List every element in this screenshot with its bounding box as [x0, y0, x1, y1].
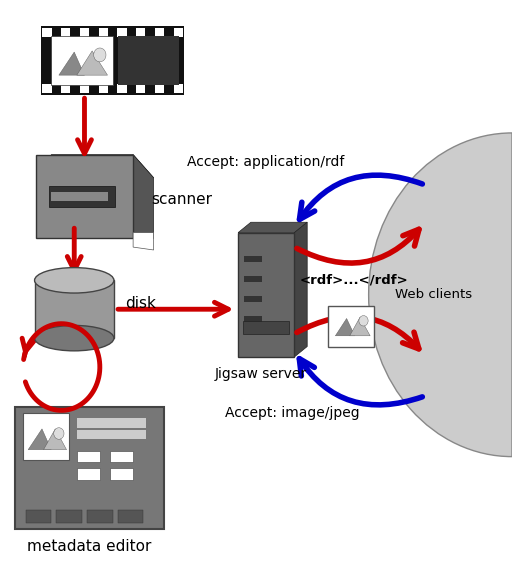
FancyBboxPatch shape — [61, 84, 71, 93]
Circle shape — [359, 316, 368, 326]
FancyBboxPatch shape — [36, 154, 133, 238]
Polygon shape — [133, 232, 154, 250]
Text: <rdf>...</rdf>: <rdf>...</rdf> — [300, 274, 408, 287]
FancyBboxPatch shape — [244, 296, 262, 302]
Text: Accept: application/rdf: Accept: application/rdf — [187, 155, 344, 169]
FancyBboxPatch shape — [118, 510, 143, 523]
FancyBboxPatch shape — [155, 84, 164, 93]
FancyBboxPatch shape — [23, 413, 69, 460]
Polygon shape — [77, 51, 108, 75]
Polygon shape — [51, 154, 154, 178]
FancyBboxPatch shape — [42, 28, 52, 37]
Polygon shape — [44, 429, 67, 450]
Text: metadata editor: metadata editor — [28, 539, 152, 554]
FancyBboxPatch shape — [49, 186, 115, 207]
FancyBboxPatch shape — [328, 306, 374, 347]
FancyBboxPatch shape — [51, 192, 108, 201]
Text: Accept: image/jpeg: Accept: image/jpeg — [225, 406, 360, 420]
FancyBboxPatch shape — [26, 510, 51, 523]
FancyBboxPatch shape — [61, 28, 71, 37]
Ellipse shape — [34, 325, 114, 351]
FancyBboxPatch shape — [15, 407, 164, 529]
Polygon shape — [28, 429, 51, 450]
Text: Web clients: Web clients — [395, 288, 472, 301]
FancyBboxPatch shape — [110, 451, 133, 462]
Text: scanner: scanner — [151, 192, 212, 207]
FancyBboxPatch shape — [77, 418, 146, 428]
FancyBboxPatch shape — [77, 468, 100, 480]
FancyBboxPatch shape — [42, 84, 52, 93]
FancyBboxPatch shape — [117, 84, 126, 93]
FancyBboxPatch shape — [80, 28, 89, 37]
FancyBboxPatch shape — [243, 321, 289, 334]
FancyBboxPatch shape — [77, 430, 146, 439]
FancyBboxPatch shape — [34, 280, 114, 338]
Polygon shape — [238, 222, 307, 232]
FancyBboxPatch shape — [99, 28, 108, 37]
FancyBboxPatch shape — [244, 316, 262, 322]
FancyBboxPatch shape — [244, 255, 262, 261]
FancyBboxPatch shape — [77, 451, 100, 462]
FancyBboxPatch shape — [174, 84, 183, 93]
Polygon shape — [335, 318, 355, 336]
FancyBboxPatch shape — [238, 232, 294, 357]
Polygon shape — [133, 154, 154, 238]
FancyBboxPatch shape — [51, 36, 113, 85]
Ellipse shape — [34, 268, 114, 293]
FancyBboxPatch shape — [155, 28, 164, 37]
FancyBboxPatch shape — [110, 468, 133, 480]
FancyBboxPatch shape — [136, 84, 145, 93]
FancyBboxPatch shape — [56, 510, 82, 523]
Text: Jigsaw server: Jigsaw server — [215, 368, 307, 381]
Polygon shape — [59, 52, 84, 75]
FancyBboxPatch shape — [41, 26, 184, 95]
Circle shape — [54, 428, 64, 439]
Polygon shape — [350, 317, 370, 336]
Text: disk: disk — [125, 296, 156, 311]
Circle shape — [94, 48, 106, 62]
FancyBboxPatch shape — [117, 28, 126, 37]
FancyBboxPatch shape — [118, 36, 179, 85]
FancyBboxPatch shape — [244, 276, 262, 282]
FancyBboxPatch shape — [99, 84, 108, 93]
FancyBboxPatch shape — [174, 28, 183, 37]
Polygon shape — [294, 222, 307, 357]
FancyBboxPatch shape — [87, 510, 113, 523]
FancyBboxPatch shape — [136, 28, 145, 37]
FancyBboxPatch shape — [80, 84, 89, 93]
Wedge shape — [369, 133, 512, 457]
